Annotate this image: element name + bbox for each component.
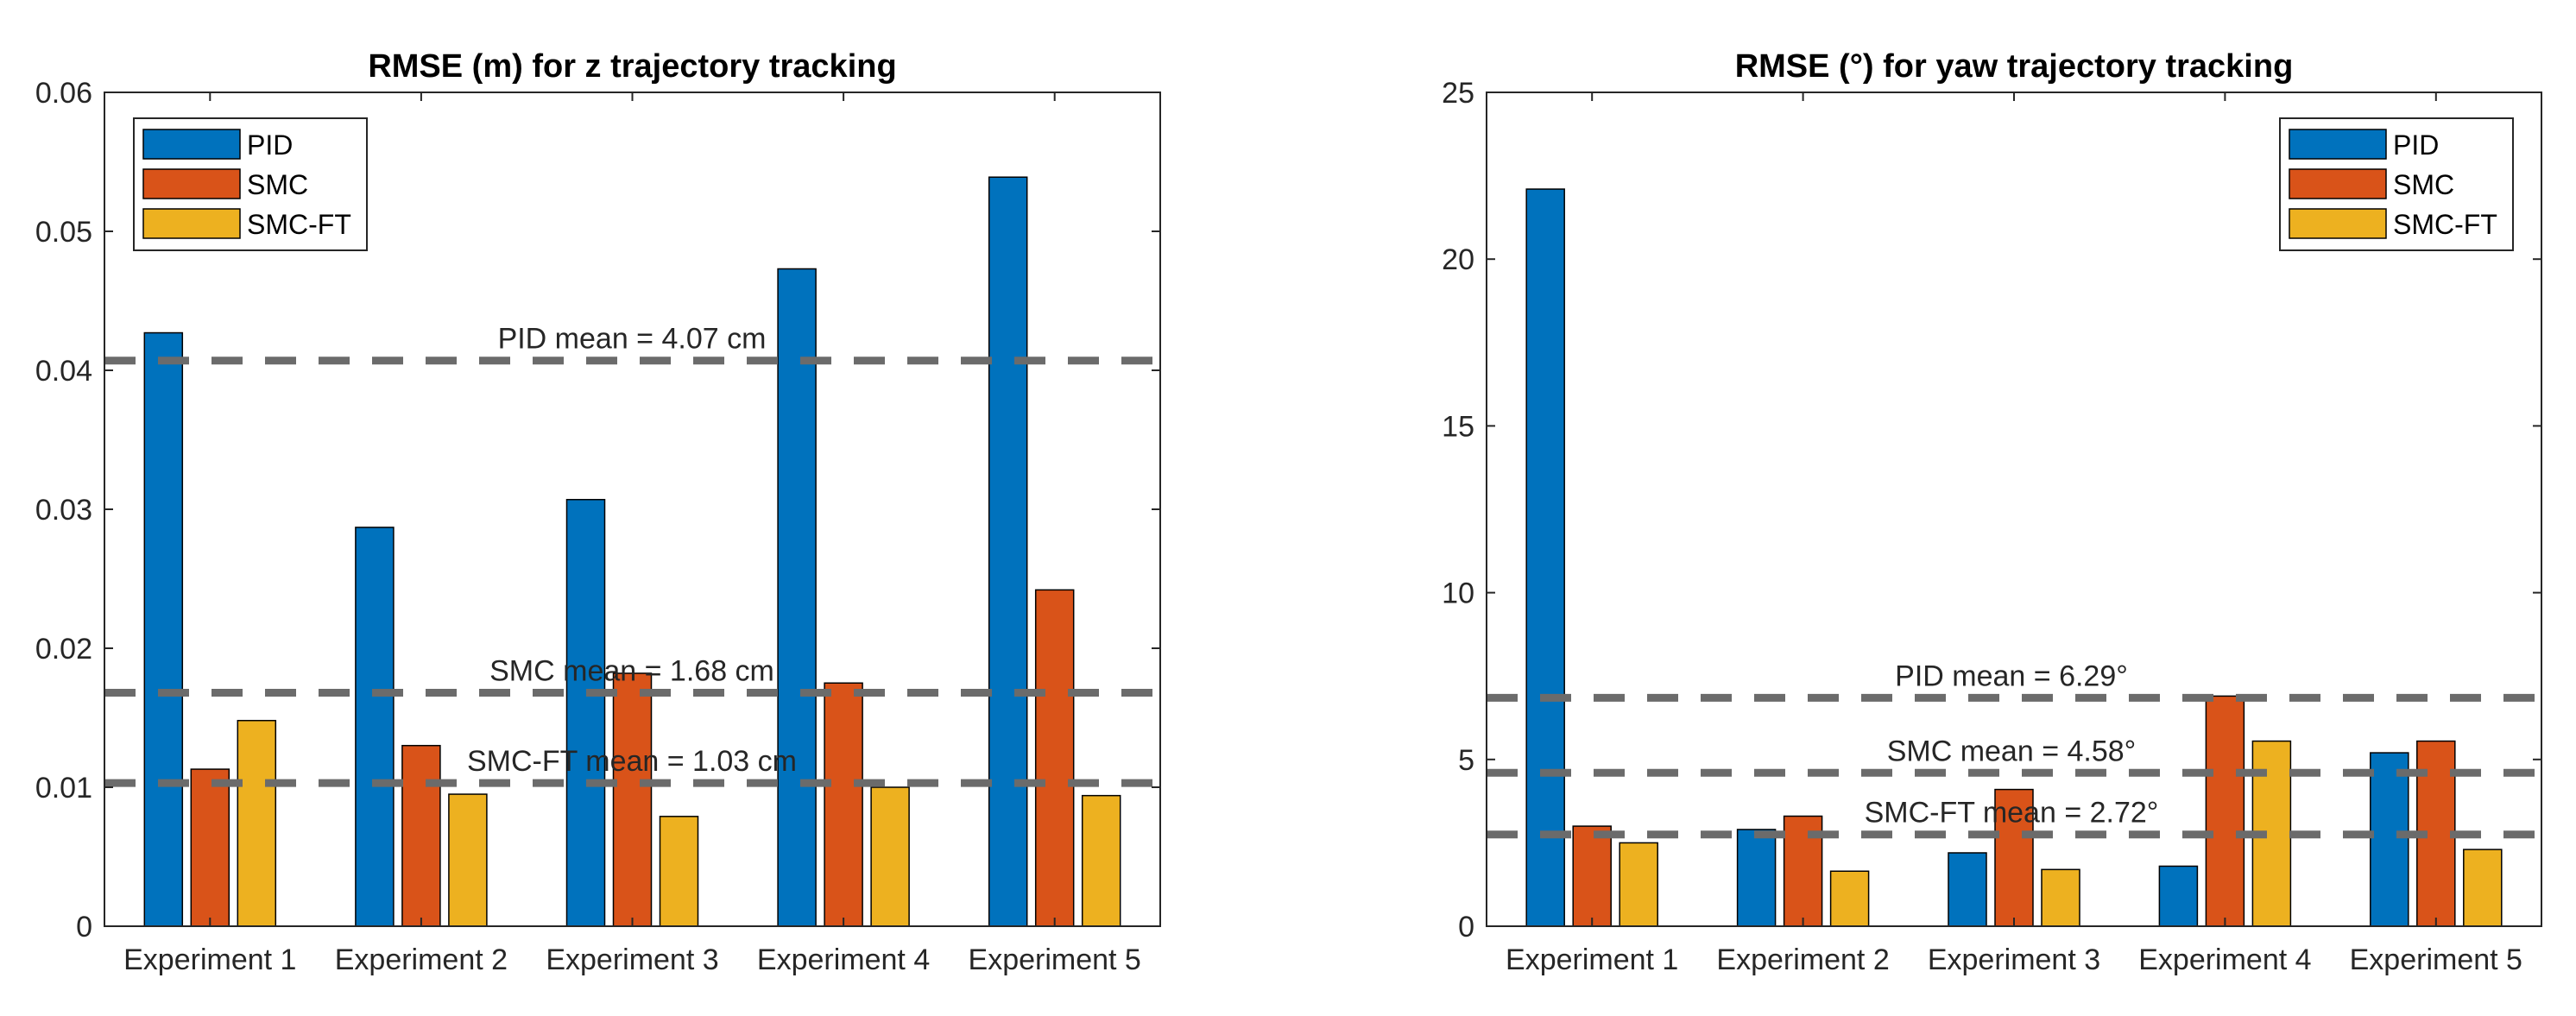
mean-lines: PID mean = 4.07 cm SMC mean = 1.68 cm SMC-… (104, 323, 1160, 787)
bar-smc-ft-experiment-1 (1619, 842, 1658, 927)
mean-label-pid: PID mean = 4.07 cm (498, 323, 767, 356)
x-tick-label: Experiment 5 (969, 943, 1141, 976)
legend-label-pid: PID (2393, 129, 2439, 161)
x-axis: Experiment 1 Experiment 2 Experiment 3 Expe… (123, 92, 1141, 976)
bar-smc-experiment-1 (190, 768, 230, 927)
mean-label-smc-ft: SMC-FT mean = 2.72° (1865, 797, 2159, 830)
legend-label-smc: SMC (2393, 169, 2454, 200)
x-tick-label: Experiment 5 (2350, 943, 2522, 976)
bar-smc-ft-experiment-2 (1829, 870, 1870, 927)
chart-1: PID mean = 4.07 cm SMC mean = 1.68 cm SMC-… (35, 48, 1161, 976)
y-tick-label: 0.05 (35, 216, 92, 249)
mean-label-smc: SMC mean = 4.58° (1887, 735, 2137, 767)
x-tick-label: Experiment 4 (2138, 943, 2311, 976)
legend-swatch-smc-ft (142, 208, 241, 239)
mean-label-smc-ft: SMC-FT mean = 1.03 cm (467, 745, 797, 778)
x-tick-label: Experiment 1 (123, 943, 296, 976)
x-tick-label: Experiment 4 (757, 943, 930, 976)
bar-pid-experiment-2 (1736, 829, 1777, 927)
y-tick-label: 10 (1442, 577, 1474, 610)
legend-swatch-pid (2289, 129, 2387, 160)
legend: PID SMC SMC-FT (133, 117, 368, 251)
legend-swatch-smc-ft (2289, 208, 2387, 239)
legend-label-smc-ft: SMC-FT (247, 209, 351, 240)
bar-smc-ft-experiment-2 (448, 793, 488, 927)
mean-label-pid: PID mean = 6.29° (1895, 659, 2128, 692)
bar-smc-ft-experiment-5 (2463, 849, 2503, 927)
bars (143, 176, 1121, 927)
y-axis: 0 5 10 15 20 25 (1442, 77, 2541, 943)
bar-smc-experiment-1 (1572, 825, 1612, 927)
bar-pid-experiment-2 (355, 527, 395, 927)
chart-2: PID mean = 6.29° SMC mean = 4.58° SMC-FT m… (1442, 48, 2542, 976)
y-tick-label: 0 (1458, 911, 1474, 943)
legend-swatch-smc (142, 168, 241, 199)
chart-title: RMSE (°) for yaw trajectory tracking (1735, 48, 2294, 85)
legend-label-smc: SMC (247, 169, 308, 200)
bar-smc-ft-experiment-3 (2041, 868, 2080, 927)
bar-smc-experiment-3 (612, 672, 653, 927)
legend: PID SMC SMC-FT (2279, 117, 2514, 251)
y-tick-label: 0 (76, 911, 92, 943)
bar-smc-experiment-2 (401, 744, 441, 927)
bar-smc-experiment-4 (824, 682, 863, 927)
y-tick-label: 0.03 (35, 494, 92, 527)
bar-smc-ft-experiment-4 (870, 786, 910, 927)
mean-lines: PID mean = 6.29° SMC mean = 4.58° SMC-FT m… (1487, 659, 2541, 839)
y-tick-label: 5 (1458, 744, 1474, 777)
x-tick-label: Experiment 2 (335, 943, 508, 976)
chart-title: RMSE (m) for z trajectory tracking (368, 48, 896, 85)
bar-pid-experiment-3 (565, 498, 606, 927)
y-tick-label: 0.01 (35, 772, 92, 805)
legend-swatch-pid (142, 129, 241, 160)
bar-smc-experiment-4 (2205, 695, 2245, 927)
x-tick-label: Experiment 2 (1716, 943, 1889, 976)
mean-label-smc: SMC mean = 1.68 cm (489, 655, 774, 688)
bar-pid-experiment-5 (2370, 752, 2409, 927)
legend-label-smc-ft: SMC-FT (2393, 209, 2497, 240)
y-tick-label: 0.02 (35, 633, 92, 666)
y-tick-label: 15 (1442, 410, 1474, 443)
bar-smc-ft-experiment-3 (659, 816, 699, 927)
y-tick-label: 0.04 (35, 355, 92, 388)
bar-pid-experiment-4 (2158, 865, 2199, 927)
legend-label-pid: PID (247, 129, 293, 161)
y-tick-label: 0.06 (35, 77, 92, 110)
bar-pid-experiment-1 (1525, 188, 1565, 927)
bar-pid-experiment-1 (143, 331, 184, 927)
y-axis: 0 0.01 0.02 0.03 0.04 0.05 0.06 (35, 77, 1160, 943)
y-tick-label: 20 (1442, 243, 1474, 276)
bar-pid-experiment-3 (1948, 852, 1987, 927)
bar-pid-experiment-5 (988, 176, 1028, 927)
x-tick-label: Experiment 1 (1506, 943, 1678, 976)
x-axis: Experiment 1 Experiment 2 Experiment 3 Expe… (1506, 92, 2522, 976)
bar-smc-ft-experiment-5 (1081, 794, 1121, 927)
y-tick-label: 25 (1442, 77, 1474, 110)
x-tick-label: Experiment 3 (1928, 943, 2100, 976)
bar-smc-ft-experiment-1 (237, 719, 277, 927)
x-tick-label: Experiment 3 (546, 943, 718, 976)
bar-smc-experiment-3 (1994, 788, 2034, 927)
legend-swatch-smc (2289, 168, 2387, 199)
bar-pid-experiment-4 (777, 268, 817, 927)
bar-smc-experiment-5 (1034, 589, 1075, 927)
